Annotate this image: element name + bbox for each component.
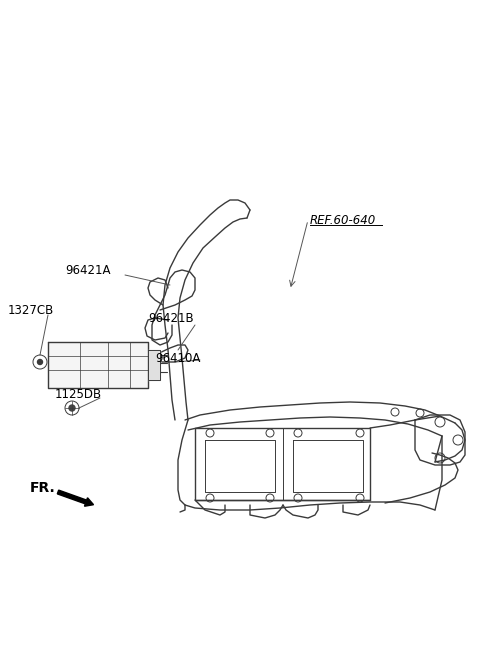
Text: REF.60-640: REF.60-640 — [310, 213, 376, 226]
FancyArrow shape — [57, 490, 94, 506]
Text: 1125DB: 1125DB — [55, 388, 102, 401]
Text: 96421A: 96421A — [65, 264, 110, 276]
Text: 1327CB: 1327CB — [8, 304, 54, 316]
Text: 96410A: 96410A — [155, 352, 200, 365]
Polygon shape — [48, 342, 148, 388]
Circle shape — [37, 359, 43, 365]
Polygon shape — [148, 350, 160, 380]
Text: FR.: FR. — [30, 481, 56, 495]
Circle shape — [69, 405, 75, 411]
Text: 96421B: 96421B — [148, 312, 193, 325]
